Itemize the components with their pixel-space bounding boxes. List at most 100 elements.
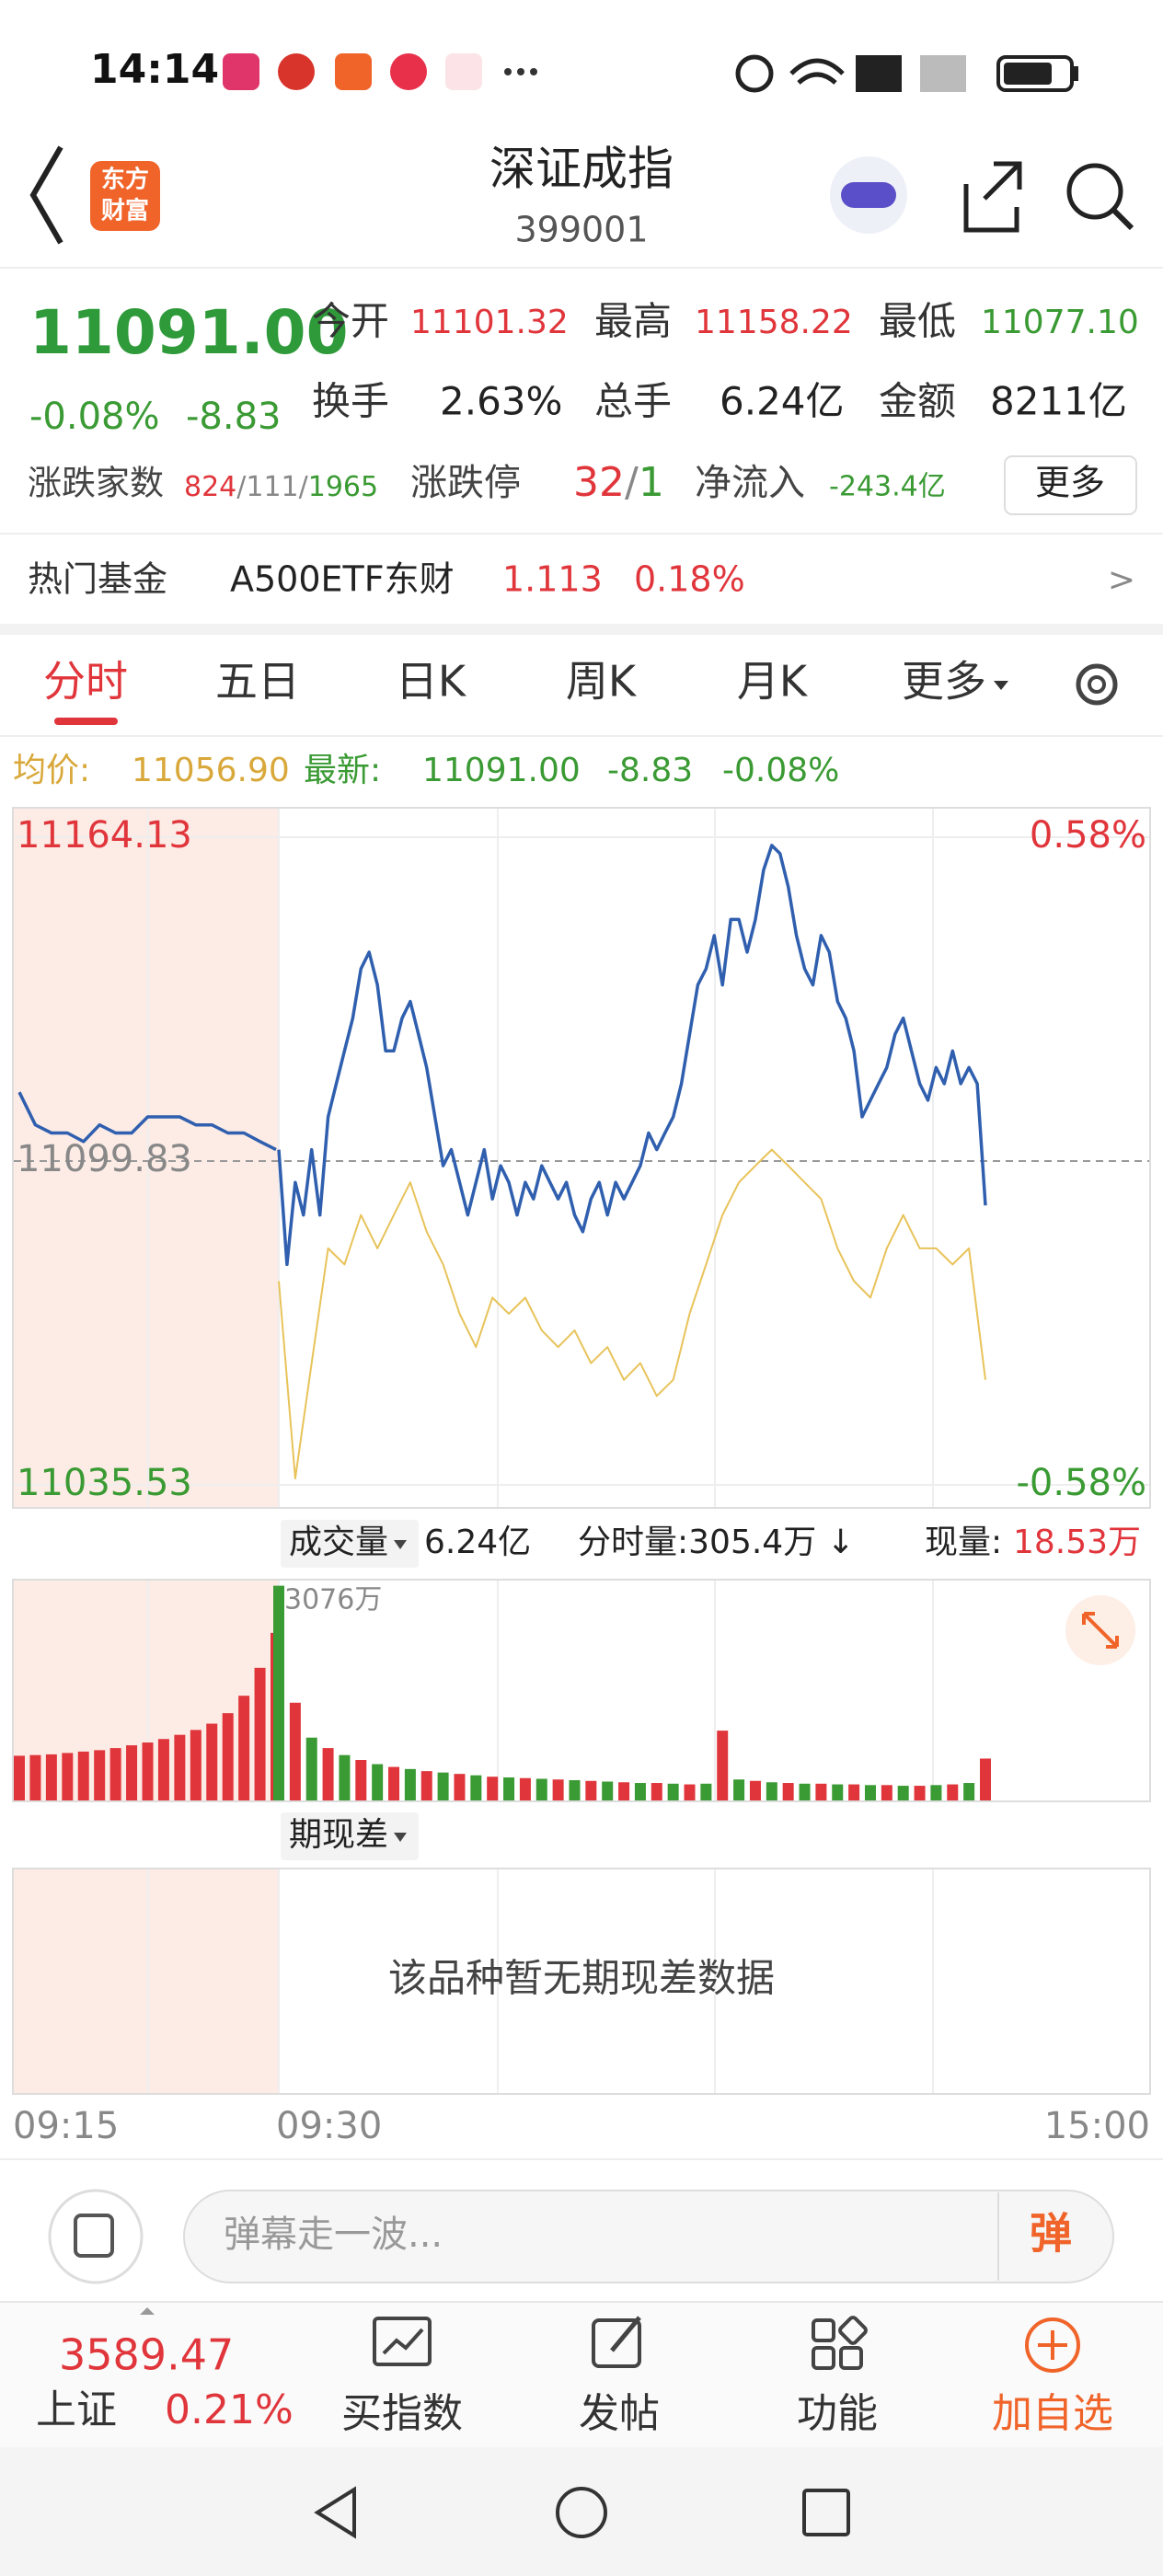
nav-label[interactable]: 买指数: [341, 2390, 463, 2437]
decliners: 1965: [308, 471, 378, 503]
back-button[interactable]: [29, 145, 63, 245]
fund-change: 0.18%: [634, 559, 745, 600]
volume-bar: [372, 1764, 384, 1800]
pct-label: 0.58%: [1030, 814, 1146, 857]
y-tick-label: 11035.53: [17, 1462, 192, 1504]
bottom-bar: [0, 2302, 1163, 2447]
nav-icon[interactable]: [592, 2318, 641, 2368]
fund-label: 热门基金: [28, 559, 167, 600]
legend-last: 11091.00: [422, 752, 581, 789]
volume-bar: [29, 1754, 41, 1800]
unchanged: 111: [246, 471, 298, 503]
current-volume: 18.53万: [1013, 1524, 1141, 1561]
stat-value: 11101.32: [410, 304, 569, 341]
tab[interactable]: 月K: [737, 657, 809, 707]
volume-bar: [157, 1739, 169, 1800]
volume-bar: [782, 1783, 794, 1800]
volume-bar: [404, 1768, 416, 1800]
legend-change-pct: -0.08%: [722, 752, 839, 789]
stat-label: 换手: [312, 379, 389, 424]
tab[interactable]: 日K: [396, 657, 467, 707]
stat-label: 今开: [312, 299, 389, 344]
nav-label[interactable]: 发帖: [579, 2390, 660, 2437]
index-change: 0.21%: [165, 2386, 294, 2433]
volume-bar: [700, 1783, 712, 1800]
limits-label: 涨跌停: [410, 462, 521, 504]
volume-bar: [930, 1785, 942, 1800]
tab-underline: [54, 718, 118, 725]
volume-bar: [585, 1780, 597, 1800]
tab[interactable]: 分时: [43, 657, 128, 707]
change-percent: -0.08%: [29, 396, 160, 438]
comment-input[interactable]: [183, 2190, 1114, 2283]
breadth-values: 824/111/1965: [184, 471, 378, 503]
volume-bar: [667, 1783, 679, 1800]
separator: /: [625, 459, 639, 506]
danmaku-button[interactable]: 弹: [1030, 2209, 1072, 2259]
expand-icon: [1082, 1612, 1119, 1649]
nav-icon[interactable]: [1025, 2317, 1080, 2373]
more-button[interactable]: [1004, 455, 1137, 515]
volume-bar: [602, 1781, 614, 1800]
fund-price: 1.113: [502, 559, 603, 600]
logo-text: 财富: [101, 197, 149, 225]
volume-bar: [454, 1774, 466, 1800]
limits-values: 32/1: [573, 459, 664, 506]
share-button[interactable]: [963, 161, 1022, 233]
volume-bar: [273, 1585, 284, 1800]
fund-name[interactable]: A500ETF东财: [230, 559, 455, 600]
basis-message: 该品种暂无期现差数据: [388, 1956, 775, 2001]
nav-back[interactable]: [314, 2486, 356, 2539]
limit-down: 1: [639, 459, 664, 506]
net-inflow-label: 净流入: [695, 462, 805, 504]
tab[interactable]: 周K: [566, 657, 638, 707]
volume-bar: [305, 1737, 317, 1800]
volume-bar: [684, 1784, 696, 1800]
volume-selector[interactable]: [281, 1520, 419, 1568]
nav-label[interactable]: 功能: [797, 2390, 878, 2437]
minute-volume: 分时量:305.4万 ↓: [578, 1524, 855, 1561]
volume-bar: [142, 1742, 154, 1800]
stat-value: 8211亿: [990, 379, 1127, 424]
price-line: [277, 844, 987, 1267]
comment-placeholder[interactable]: 弹幕走一波...: [224, 2214, 443, 2256]
current-volume-label: 现量:: [925, 1524, 1002, 1561]
status-icons: [223, 53, 1078, 93]
nav-recent[interactable]: [802, 2489, 850, 2536]
fund-arrow[interactable]: >: [1108, 561, 1135, 599]
separator: /: [236, 471, 247, 503]
volume-title[interactable]: 成交量: [289, 1524, 388, 1561]
volume-bar: [14, 1755, 25, 1800]
separator: /: [299, 471, 309, 503]
volume-bar: [470, 1775, 482, 1800]
legend-change: -8.83: [607, 752, 693, 789]
more-button-label[interactable]: 更多: [1035, 463, 1105, 503]
last-price: 11091.00: [29, 297, 349, 368]
nav-label[interactable]: 加自选: [992, 2390, 1113, 2437]
nav-icon[interactable]: [373, 2317, 432, 2366]
tab[interactable]: 更多: [902, 657, 986, 707]
volume-bar: [94, 1750, 106, 1800]
volume-bar: [980, 1758, 991, 1800]
settings-button[interactable]: [1076, 663, 1118, 706]
volume-bar: [717, 1731, 729, 1800]
nav-home[interactable]: [556, 2487, 607, 2538]
volume-bar: [322, 1748, 334, 1800]
tab[interactable]: 五日: [215, 657, 300, 707]
basis-title[interactable]: 期现差: [289, 1816, 388, 1854]
volume-bar: [848, 1784, 860, 1800]
volume-bar: [355, 1759, 367, 1800]
danmaku-settings[interactable]: [48, 2189, 144, 2284]
nav-icon[interactable]: [812, 2316, 868, 2370]
search-button[interactable]: [1066, 163, 1123, 220]
volume-bar: [897, 1786, 909, 1800]
volume-bar: [914, 1786, 926, 1800]
stock-code: 399001: [514, 210, 648, 250]
volume-bar: [552, 1779, 564, 1800]
volume-bar: [733, 1779, 745, 1800]
legend-avg-label: 均价:: [13, 752, 90, 789]
basis-selector[interactable]: [281, 1812, 419, 1860]
stat-value: 2.63%: [440, 379, 562, 424]
volume-bar: [749, 1780, 761, 1800]
